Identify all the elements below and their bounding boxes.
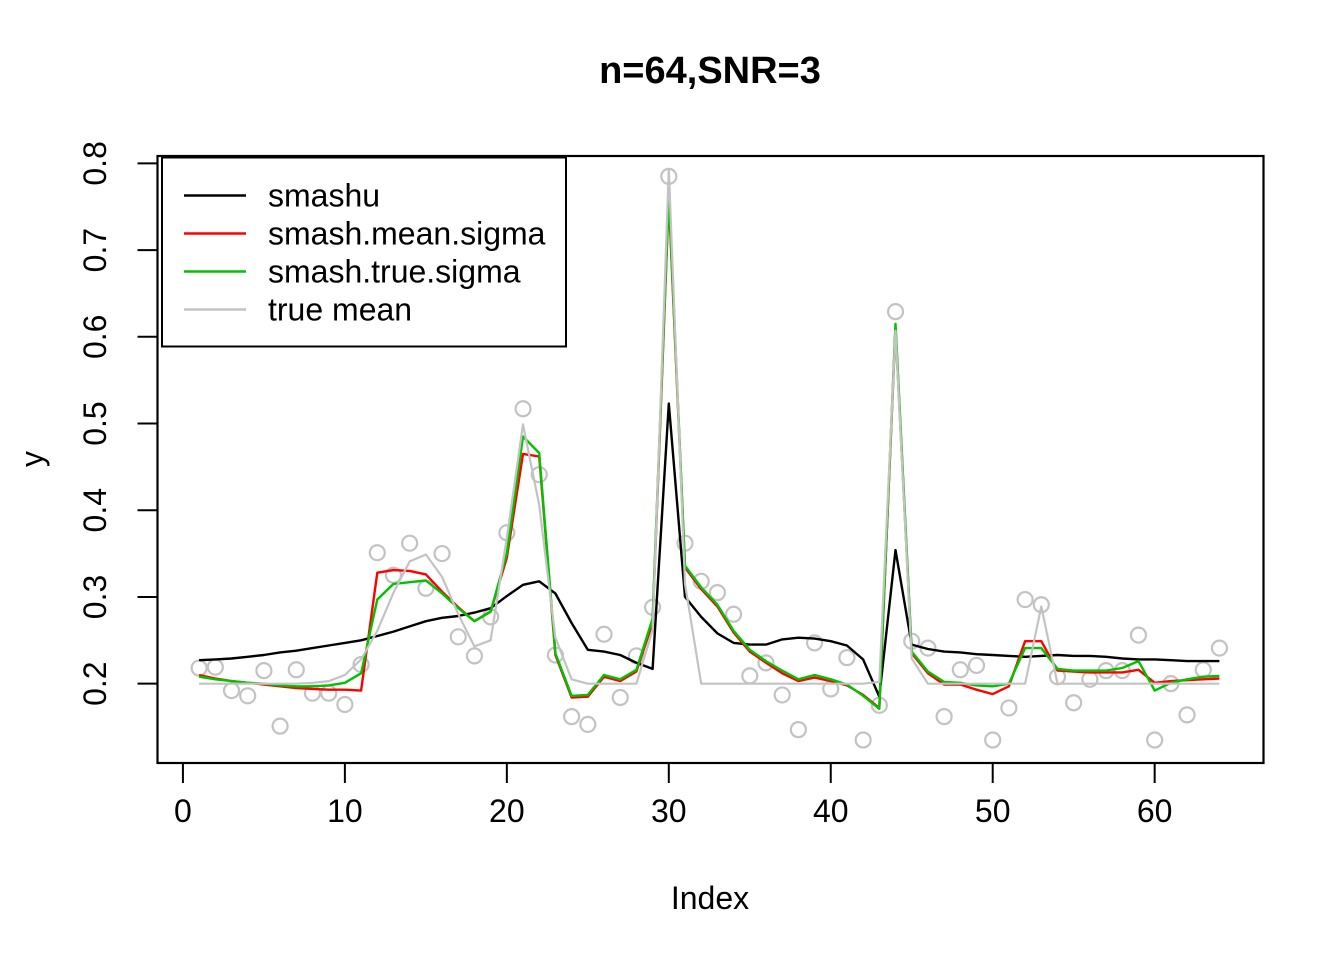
series-line-smashu <box>199 402 1220 698</box>
data-point <box>773 686 791 704</box>
x-tick-label: 50 <box>975 793 1011 829</box>
data-point <box>401 534 419 552</box>
data-point <box>433 544 451 563</box>
data-point <box>886 303 905 321</box>
y-tick-label: 0.6 <box>77 315 113 359</box>
data-point <box>805 634 824 652</box>
legend-label: smashu <box>268 178 380 214</box>
y-tick-label: 0.2 <box>77 661 113 705</box>
plot-title: n=64,SNR=3 <box>599 50 821 92</box>
x-tick-label: 20 <box>489 793 525 829</box>
data-point <box>838 649 856 667</box>
y-tick-label: 0.5 <box>77 401 113 445</box>
y-tick-label: 0.4 <box>77 488 113 532</box>
legend-label: smash.mean.sigma <box>268 216 546 252</box>
data-point <box>1032 596 1050 614</box>
data-point <box>465 647 484 665</box>
series-line-smash-true-sigma <box>198 192 1220 710</box>
y-tick-label: 0.7 <box>77 228 113 272</box>
data-point <box>239 687 257 705</box>
x-tick-label: 60 <box>1137 793 1173 829</box>
data-point <box>579 715 597 734</box>
data-point <box>611 688 629 707</box>
data-point <box>190 659 208 677</box>
data-point <box>1194 661 1212 679</box>
data-point <box>563 708 581 726</box>
data-point <box>222 681 241 700</box>
x-axis: 0 10 20 30 40 50 60 <box>174 763 1172 829</box>
data-point <box>935 708 953 726</box>
x-tick-label: 0 <box>174 793 192 829</box>
data-point <box>741 667 759 685</box>
data-point <box>287 661 305 679</box>
legend: smashusmash.mean.sigmasmash.true.sigmatr… <box>161 156 567 348</box>
data-point <box>206 658 224 676</box>
legend-label: smash.true.sigma <box>268 254 521 290</box>
data-point <box>1000 699 1018 717</box>
data-point <box>1210 639 1229 657</box>
data-point <box>595 625 613 643</box>
data-point <box>984 731 1002 749</box>
legend-label: true mean <box>268 292 412 328</box>
data-point <box>417 579 435 597</box>
data-point <box>1016 590 1034 609</box>
data-point <box>368 544 386 562</box>
data-point <box>320 684 338 702</box>
x-axis-label: Index <box>670 880 750 916</box>
data-point <box>724 605 743 623</box>
plot-border <box>156 154 1265 765</box>
data-point <box>951 661 969 679</box>
y-tick-label: 0.3 <box>77 575 113 619</box>
y-axis-label: y <box>13 451 50 467</box>
data-point <box>1178 706 1196 724</box>
data-point <box>967 656 986 675</box>
y-tick-label: 0.8 <box>77 141 113 185</box>
x-tick-label: 10 <box>327 793 363 829</box>
legend-box <box>161 156 567 348</box>
data-point <box>757 654 775 672</box>
series-line-true-mean <box>199 168 1220 685</box>
data-point <box>271 717 289 735</box>
x-tick-label: 30 <box>651 793 687 829</box>
data-point <box>449 628 467 646</box>
y-axis: 0.2 0.3 0.4 0.5 0.6 0.7 0.8 <box>77 141 158 706</box>
data-point <box>514 400 532 418</box>
data-point <box>789 721 807 739</box>
data-point <box>1146 731 1164 749</box>
data-point <box>1129 626 1148 644</box>
x-tick-label: 40 <box>813 793 849 829</box>
data-point <box>255 662 273 680</box>
data-point <box>336 695 354 714</box>
data-point <box>854 731 872 749</box>
data-point <box>708 584 726 602</box>
data-point <box>1065 694 1083 712</box>
